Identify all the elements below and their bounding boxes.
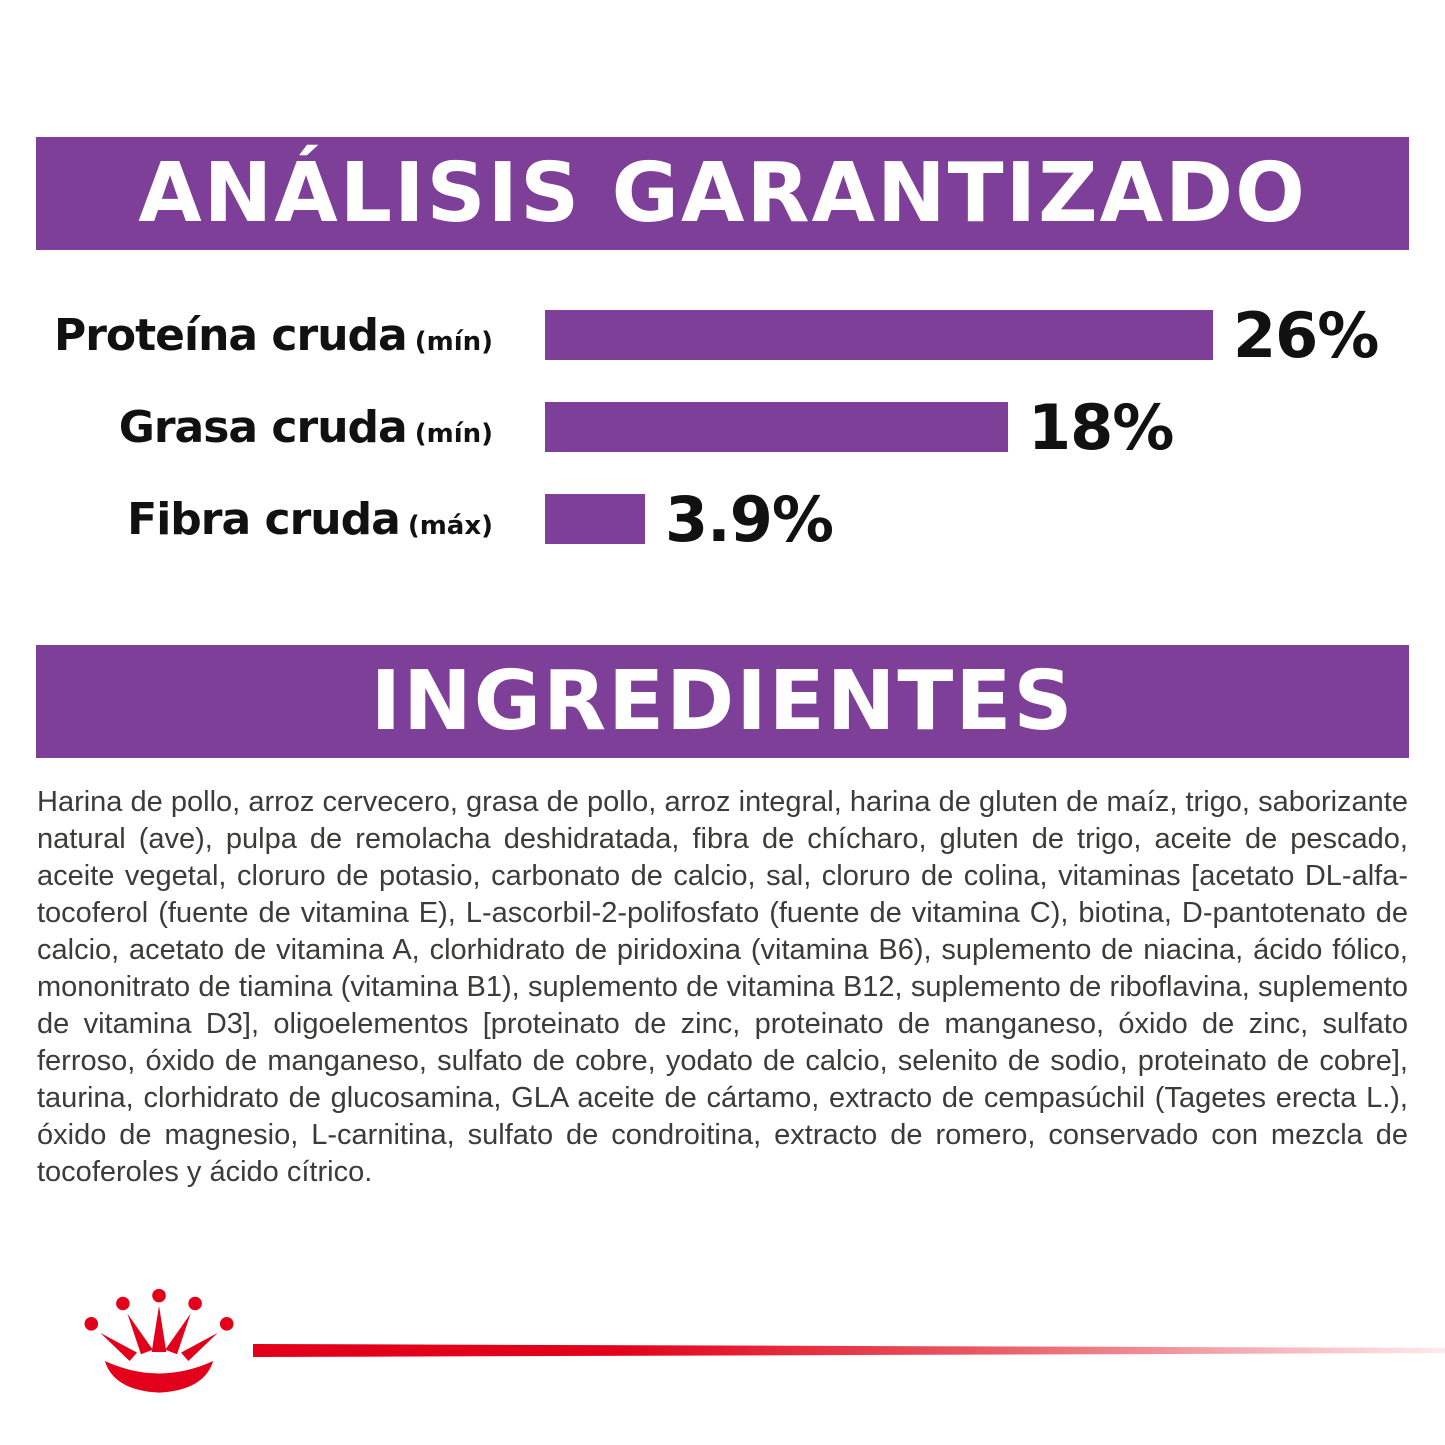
protein-bar — [545, 310, 1213, 360]
fiber-label: Fibra cruda — [127, 493, 401, 545]
fat-bar — [545, 402, 1008, 452]
fat-value: 18% — [1028, 390, 1174, 464]
protein-label-cell: Proteína cruda (mín) — [0, 310, 545, 361]
fat-qualifier: (mín) — [414, 418, 493, 449]
ingredients-title: INGREDIENTES — [370, 654, 1075, 749]
fat-label-cell: Grasa cruda (mín) — [0, 402, 545, 453]
chart-row-fat: Grasa cruda (mín) 18% — [0, 391, 1445, 464]
guaranteed-analysis-chart: Proteína cruda (mín) 26% Grasa cruda (mín)… — [0, 299, 1445, 556]
fiber-qualifier: (máx) — [407, 510, 493, 541]
ingredients-banner: INGREDIENTES — [36, 645, 1409, 758]
chart-row-protein: Proteína cruda (mín) 26% — [0, 299, 1445, 372]
protein-qualifier: (mín) — [414, 326, 493, 357]
brand-accent-line — [253, 1344, 1445, 1357]
fiber-label-cell: Fibra cruda (máx) — [0, 494, 545, 545]
ingredients-text: Harina de pollo, arroz cervecero, grasa … — [37, 786, 1408, 1188]
protein-value: 26% — [1233, 298, 1379, 372]
analysis-banner: ANÁLISIS GARANTIZADO — [36, 137, 1409, 250]
fiber-bar — [545, 494, 645, 544]
chart-row-fiber: Fibra cruda (máx) 3.9% — [0, 483, 1445, 556]
fat-label: Grasa cruda — [118, 401, 408, 453]
protein-label: Proteína cruda — [53, 309, 408, 361]
analysis-title: ANÁLISIS GARANTIZADO — [138, 146, 1307, 241]
royal-canin-crown-icon — [84, 1288, 234, 1393]
fiber-value: 3.9% — [665, 482, 834, 556]
